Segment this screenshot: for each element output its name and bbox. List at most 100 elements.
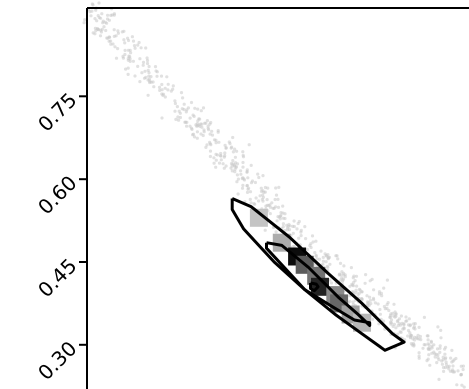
scatter-point bbox=[268, 203, 272, 207]
scatter-point bbox=[334, 254, 338, 258]
scatter-point bbox=[241, 160, 245, 165]
scatter-point bbox=[357, 291, 361, 295]
scatter-point bbox=[253, 202, 257, 206]
scatter-point bbox=[419, 338, 423, 342]
scatter-point bbox=[417, 325, 421, 329]
scatter-point bbox=[82, 21, 86, 25]
scatter-point bbox=[440, 362, 444, 366]
scatter-point bbox=[114, 56, 119, 60]
scatter-point bbox=[297, 219, 301, 224]
scatter-point bbox=[314, 254, 318, 258]
scatter-point bbox=[319, 249, 323, 253]
scatter-point bbox=[185, 124, 189, 128]
scatter-point bbox=[412, 325, 416, 329]
scatter-point bbox=[428, 363, 432, 367]
scatter-point bbox=[93, 32, 97, 36]
scatter-point bbox=[327, 255, 332, 259]
scatter-point bbox=[315, 257, 319, 261]
scatter-point bbox=[212, 156, 216, 160]
scatter-point bbox=[443, 352, 447, 356]
scatter-point bbox=[257, 175, 261, 180]
scatter-point bbox=[297, 236, 301, 240]
scatter-point bbox=[175, 105, 179, 109]
scatter-point bbox=[268, 212, 272, 216]
scatter-point bbox=[199, 109, 203, 113]
scatter-point bbox=[191, 113, 195, 117]
scatter-point bbox=[354, 274, 359, 278]
scatter-point bbox=[246, 176, 250, 180]
scatter-point bbox=[141, 63, 145, 67]
scatter-point bbox=[351, 276, 355, 280]
scatter-point bbox=[223, 154, 227, 158]
scatter-point bbox=[160, 88, 164, 92]
y-tick-label: 0.30 bbox=[33, 336, 81, 384]
scatter-point bbox=[240, 177, 244, 181]
scatter-point bbox=[174, 117, 178, 121]
scatter-point bbox=[438, 350, 442, 354]
scatter-point bbox=[202, 130, 206, 134]
scatter-point bbox=[430, 346, 434, 350]
scatter-point bbox=[422, 343, 426, 347]
scatter-point bbox=[430, 351, 434, 355]
scatter-point bbox=[391, 311, 395, 315]
scatter-point bbox=[259, 186, 263, 190]
scatter-point bbox=[224, 164, 228, 168]
scatter-point bbox=[268, 205, 272, 209]
contour-inner bbox=[309, 281, 320, 293]
scatter-point bbox=[99, 28, 103, 32]
scatter-point bbox=[90, 9, 94, 13]
scatter-point bbox=[128, 59, 132, 64]
scatter-point bbox=[396, 332, 400, 336]
scatter-point bbox=[97, 16, 101, 20]
scatter-point bbox=[104, 28, 108, 33]
scatter-point bbox=[439, 328, 443, 332]
scatter-point bbox=[418, 334, 422, 339]
scatter-point bbox=[450, 348, 454, 352]
scatter-point bbox=[274, 230, 278, 234]
scatter-point bbox=[218, 154, 223, 158]
scatter-point bbox=[116, 47, 120, 51]
scatter-point bbox=[328, 278, 332, 282]
scatter-point bbox=[217, 161, 222, 165]
scatter-point bbox=[281, 216, 285, 220]
scatter-point bbox=[208, 149, 213, 153]
scatter-point bbox=[278, 217, 282, 221]
scatter-point bbox=[412, 335, 417, 339]
scatter-point bbox=[444, 365, 448, 370]
scatter-point bbox=[245, 170, 249, 174]
scatter-point bbox=[235, 149, 239, 153]
scatter-point bbox=[341, 278, 345, 282]
scatter-point bbox=[235, 162, 240, 166]
density-cell bbox=[249, 208, 268, 227]
scatter-point bbox=[123, 48, 127, 53]
scatter-point bbox=[318, 257, 322, 261]
scatter-point bbox=[201, 133, 205, 138]
scatter-point bbox=[132, 44, 137, 48]
scatter-point bbox=[391, 324, 395, 328]
scatter-point bbox=[442, 369, 446, 373]
scatter-point bbox=[387, 308, 391, 313]
scatter-point bbox=[239, 169, 243, 173]
scatter-point bbox=[329, 281, 334, 285]
scatter-point bbox=[245, 190, 250, 194]
scatter-point bbox=[210, 129, 214, 133]
scatter-point bbox=[216, 129, 220, 133]
scatter-point bbox=[426, 357, 430, 361]
scatter-point bbox=[277, 185, 281, 189]
scatter-point bbox=[151, 80, 155, 84]
scatter-point bbox=[103, 20, 107, 24]
scatter-point bbox=[281, 222, 285, 226]
scatter-point bbox=[372, 288, 376, 292]
scatter-point bbox=[107, 18, 111, 22]
scatter-point bbox=[336, 257, 340, 261]
scatter-point bbox=[351, 300, 355, 304]
scatter-point bbox=[275, 219, 279, 223]
scatter-point bbox=[276, 197, 280, 201]
scatter-point bbox=[241, 150, 245, 154]
scatter-point bbox=[184, 110, 188, 114]
scatter-point bbox=[262, 190, 266, 194]
scatter-point bbox=[204, 121, 208, 125]
scatter-point bbox=[299, 234, 303, 238]
scatter-point bbox=[159, 74, 164, 78]
scatter-point bbox=[248, 190, 253, 194]
